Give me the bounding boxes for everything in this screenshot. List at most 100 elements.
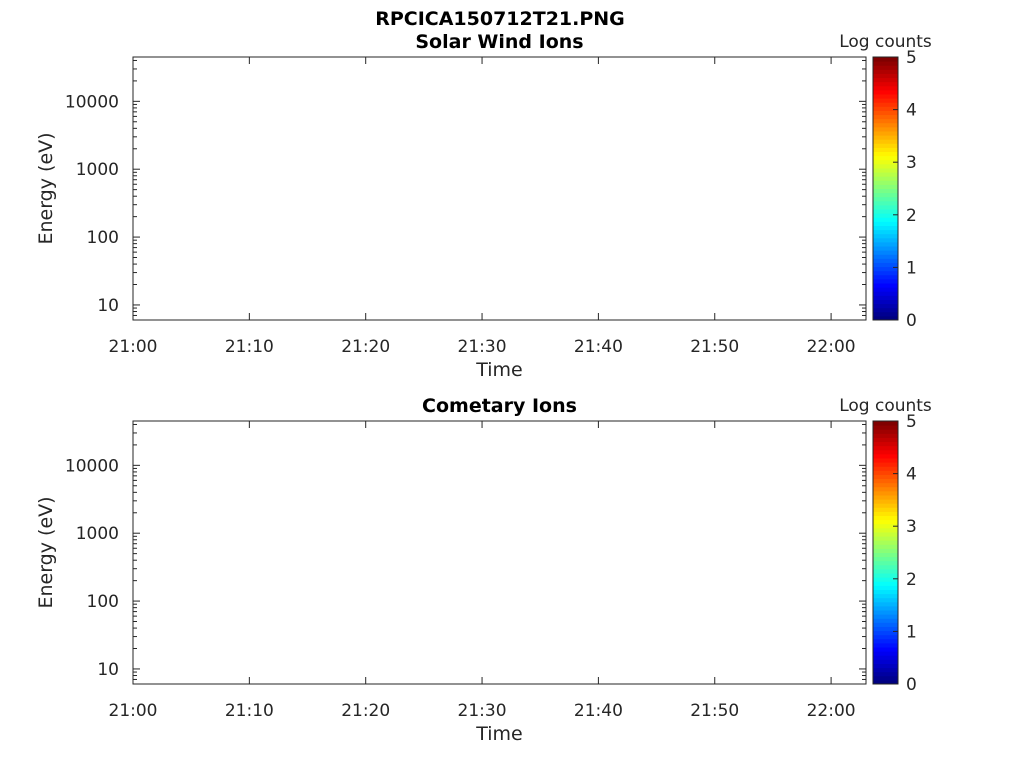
colorbar-step: [873, 462, 898, 467]
colorbar-step: [873, 486, 898, 492]
colorbar-step: [873, 89, 898, 95]
colorbar-step: [873, 254, 898, 259]
colorbar-step: [873, 237, 898, 243]
colorbar-step: [873, 130, 898, 136]
colorbar-step: [873, 589, 898, 595]
colorbar-step: [873, 151, 898, 157]
colorbar-step: [873, 544, 898, 549]
colorbar-step: [873, 433, 898, 438]
colorbar-tick-label: 3: [906, 517, 917, 537]
colorbar-step: [873, 531, 898, 537]
colorbar-step: [873, 204, 898, 210]
colorbar-step: [873, 163, 898, 169]
y-tick-label: 100: [87, 592, 119, 612]
colorbar-step: [873, 630, 898, 636]
colorbar-step: [873, 213, 898, 218]
y-tick-label: 10000: [65, 92, 119, 112]
colorbar-step: [873, 180, 898, 185]
colorbar-step: [873, 221, 898, 226]
colorbar-step: [873, 225, 898, 231]
plot-area: [132, 56, 867, 321]
x-tick-label: 21:10: [225, 337, 274, 357]
x-tick-label: 21:20: [341, 701, 390, 721]
y-tick-label: 10000: [65, 456, 119, 476]
colorbar-step: [873, 147, 898, 153]
colorbar-step: [873, 457, 898, 463]
colorbar-step: [873, 57, 898, 62]
x-axis-label: Time: [475, 723, 523, 745]
x-tick-label: 22:00: [807, 701, 856, 721]
x-tick-label: 21:00: [109, 701, 158, 721]
colorbar-tick-label: 5: [906, 48, 917, 68]
colorbar-step: [873, 519, 898, 525]
colorbar-step: [873, 307, 898, 313]
colorbar-step: [873, 73, 898, 79]
colorbar-tick-label: 5: [906, 412, 917, 432]
y-tick-label: 1000: [76, 524, 119, 544]
colorbar-step: [873, 143, 898, 148]
plot-frame: [132, 420, 867, 685]
colorbar-step: [873, 634, 898, 640]
colorbar-step: [873, 274, 898, 280]
colorbar-step: [873, 441, 898, 447]
colorbar-step: [873, 679, 898, 685]
colorbar-label: Log counts: [839, 396, 932, 416]
colorbar-step: [873, 610, 898, 615]
colorbar-step: [873, 536, 898, 541]
colorbar-step: [873, 266, 898, 272]
colorbar-step: [873, 540, 898, 545]
colorbar-step: [873, 188, 898, 194]
colorbar-step: [873, 597, 898, 603]
y-tick-label: 10: [97, 660, 119, 680]
colorbar-step: [873, 523, 898, 529]
y-axis-label: Energy (eV): [35, 496, 57, 608]
colorbar-step: [873, 671, 898, 677]
colorbar-step: [873, 176, 898, 181]
colorbar-step: [873, 494, 898, 500]
plot-frame: [132, 56, 867, 321]
colorbar-step: [873, 614, 898, 619]
x-tick-label: 21:50: [690, 701, 739, 721]
colorbar-tick-label: 0: [906, 311, 917, 331]
colorbar-label: Log counts: [839, 32, 932, 52]
colorbar-step: [873, 638, 898, 644]
colorbar-step: [873, 573, 898, 578]
colorbar-step: [873, 445, 898, 451]
colorbar-step: [873, 507, 898, 512]
colorbar-step: [873, 299, 898, 305]
colorbar-step: [873, 81, 898, 87]
solar-wind-panel: 21:00 21:10 21:20 21:30 21:40 21:50 22:0010100…: [35, 31, 932, 381]
colorbar-tick-label: 1: [906, 622, 917, 642]
colorbar-tick-label: 1: [906, 258, 917, 278]
colorbar-step: [873, 311, 898, 317]
colorbar-step: [873, 106, 898, 111]
colorbar-step: [873, 503, 898, 508]
colorbar-frame: [872, 56, 899, 321]
x-tick-label: 22:00: [807, 337, 856, 357]
colorbar-step: [873, 564, 898, 570]
colorbar-step: [873, 217, 898, 222]
colorbar-step: [873, 548, 898, 553]
colorbar-step: [873, 626, 898, 632]
plot-area: [132, 420, 867, 685]
figure-title: RPCICA150712T21.PNG: [375, 8, 625, 30]
colorbar-step: [873, 262, 898, 268]
colorbar-step: [873, 196, 898, 202]
colorbar-tick-label: 2: [906, 570, 917, 590]
y-axis-label: Energy (eV): [35, 132, 57, 244]
colorbar-step: [873, 270, 898, 276]
colorbar-step: [873, 61, 898, 66]
colorbar-step: [873, 605, 898, 611]
colorbar-step: [873, 675, 898, 681]
colorbar-step: [873, 69, 898, 74]
colorbar-frame: [872, 420, 899, 685]
colorbar-step: [873, 283, 898, 288]
colorbar-step: [873, 139, 898, 144]
colorbar-step: [873, 315, 898, 321]
colorbar-step: [873, 515, 898, 521]
x-tick-label: 21:00: [109, 337, 158, 357]
colorbar-step: [873, 98, 898, 103]
colorbar-tick-label: 2: [906, 206, 917, 226]
colorbar-step: [873, 250, 898, 255]
colorbar-step: [873, 585, 898, 590]
